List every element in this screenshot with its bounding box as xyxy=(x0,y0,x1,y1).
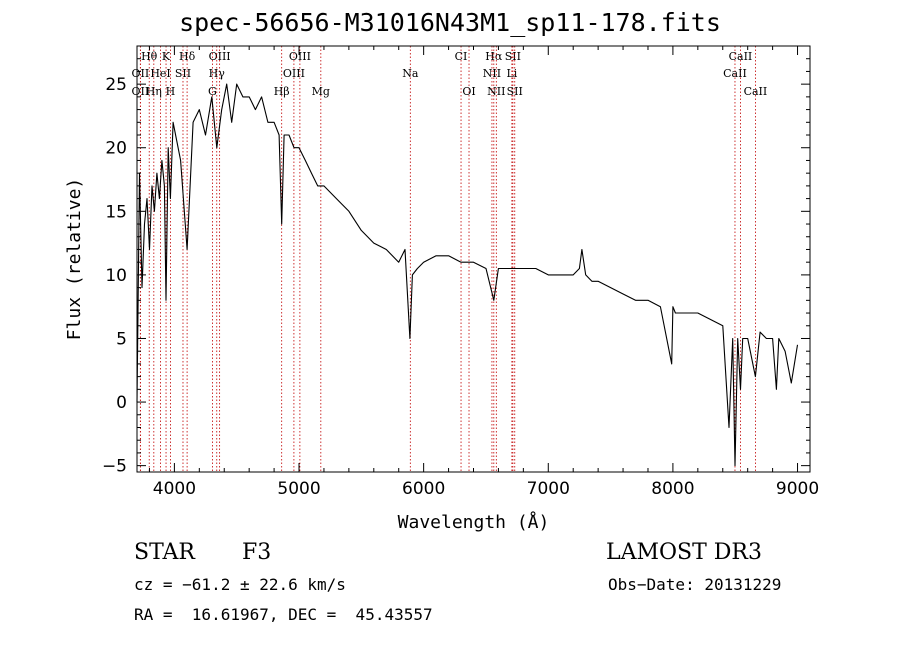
line-label-K: K xyxy=(162,50,171,63)
y-tick-label: 15 xyxy=(105,202,127,222)
chart-title: spec-56656-M31016N43M1_sp11-178.fits xyxy=(179,8,721,37)
coordinates: RA = 16.61967, DEC = 45.43557 xyxy=(134,605,433,624)
line-label-H: H xyxy=(166,85,176,98)
object-class: STAR xyxy=(134,540,195,565)
line-label-NII: NII xyxy=(487,85,505,98)
survey-label: LAMOST DR3 xyxy=(606,540,762,565)
line-label-Hδ: Hδ xyxy=(179,50,196,63)
line-label-CaII: CaII xyxy=(723,67,747,80)
line-label-CaII: CaII xyxy=(729,50,753,63)
line-label-OII: OII xyxy=(132,85,150,98)
line-label-SII: SII xyxy=(175,67,191,80)
line-label-Hβ: Hβ xyxy=(274,85,290,98)
x-tick-label: 4000 xyxy=(153,479,196,499)
x-tick-label: 5000 xyxy=(277,479,320,499)
line-label-OIII: OIII xyxy=(289,50,311,63)
y-tick-label: 10 xyxy=(105,266,127,286)
line-label-Li: Li xyxy=(506,67,517,80)
line-label-OI: OI xyxy=(462,85,475,98)
y-tick-label: 5 xyxy=(116,329,127,349)
line-label-NII: NII xyxy=(483,67,501,80)
spectrum-series-line xyxy=(136,83,799,467)
redshift-info: cz = −61.2 ± 22.6 km/s xyxy=(134,575,346,594)
object-subclass: F3 xyxy=(242,540,272,565)
y-tick-label: −5 xyxy=(102,457,127,477)
x-tick-label: 6000 xyxy=(402,479,445,499)
y-tick-label: 20 xyxy=(105,139,127,159)
x-tick-label: 8000 xyxy=(651,479,694,499)
x-tick-label: 7000 xyxy=(527,479,570,499)
line-label-Hθ: Hθ xyxy=(141,50,158,63)
line-label-Hα: Hα xyxy=(485,50,503,63)
line-label-SII: SII xyxy=(505,50,521,63)
line-label-OIII: OIII xyxy=(283,67,305,80)
line-label-HeI: HeI xyxy=(150,67,170,80)
x-axis-label: Wavelength (Å) xyxy=(398,511,550,533)
plot-frame xyxy=(136,45,811,473)
line-label-OIII: OIII xyxy=(209,50,231,63)
line-label-CI: CI xyxy=(455,50,468,63)
line-label-G: G xyxy=(208,85,217,98)
y-tick-label: 0 xyxy=(116,393,127,413)
line-label-CaII: CaII xyxy=(744,85,768,98)
obs-date: Obs−Date: 20131229 xyxy=(608,575,782,594)
y-tick-label: 25 xyxy=(105,75,127,95)
y-axis-label: Flux (relative) xyxy=(64,178,85,341)
line-label-Hη: Hη xyxy=(146,85,162,98)
x-tick-label: 9000 xyxy=(776,479,819,499)
line-label-OII: OII xyxy=(132,67,150,80)
line-label-Hγ: Hγ xyxy=(209,67,226,80)
line-label-Na: Na xyxy=(402,67,419,80)
line-label-Mg: Mg xyxy=(312,85,330,98)
line-label-SII: SII xyxy=(507,85,523,98)
